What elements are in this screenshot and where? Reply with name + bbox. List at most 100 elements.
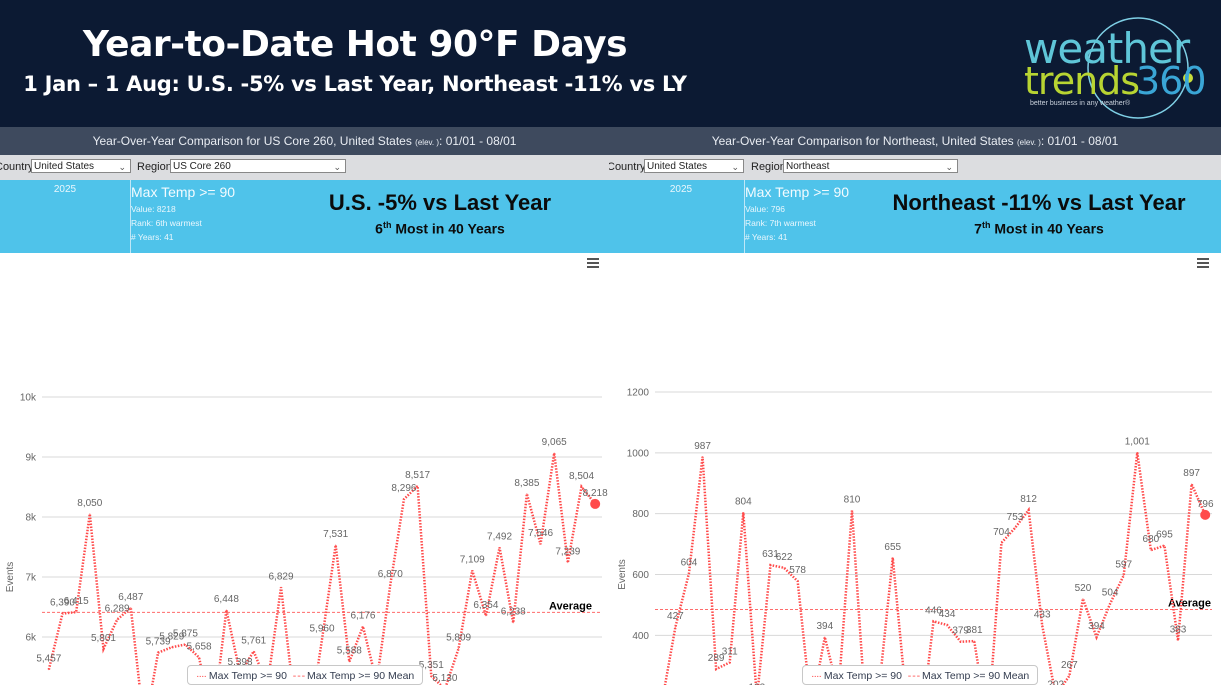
- data-point: [1191, 483, 1193, 485]
- metric-years: # Years: 41: [745, 232, 788, 242]
- region-select[interactable]: Northeast ⌄: [783, 159, 958, 173]
- data-label: 6,354: [473, 600, 498, 611]
- data-point: [471, 569, 473, 571]
- data-point: [769, 564, 771, 566]
- data-point: [1014, 527, 1016, 529]
- data-point: [417, 485, 419, 487]
- data-point: [1163, 545, 1165, 547]
- data-point: [797, 580, 799, 582]
- data-label: 753: [1007, 512, 1024, 523]
- data-label: 8,050: [77, 498, 102, 509]
- data-label: 267: [1061, 660, 1078, 671]
- data-label: 6,487: [118, 592, 143, 603]
- legend-item-series[interactable]: ···· Max Temp >= 90: [811, 670, 902, 682]
- data-label: 8,296: [391, 483, 416, 494]
- data-label: 6,390: [50, 598, 75, 609]
- y-tick-label: 6k: [25, 633, 37, 644]
- headline: U.S. -5% vs Last Year: [328, 190, 552, 215]
- data-point: [933, 620, 934, 622]
- data-point: [1177, 640, 1179, 642]
- data-label: 6,829: [269, 571, 294, 582]
- data-label: 504: [1102, 588, 1119, 599]
- data-point: [102, 648, 104, 650]
- data-point: [783, 567, 785, 569]
- region-select[interactable]: US Core 260 ⌄: [170, 159, 346, 173]
- y-tick-label: 600: [632, 570, 649, 581]
- chart-legend: ···· Max Temp >= 90 - - - Max Temp >= 90…: [187, 665, 424, 685]
- data-point: [715, 668, 717, 670]
- data-label: 5,960: [309, 623, 334, 634]
- data-point: [1082, 598, 1084, 600]
- headline-sub: 6th Most in 40 Years: [375, 220, 505, 237]
- data-point: [171, 646, 173, 648]
- data-point: [688, 572, 690, 574]
- y-axis-label: Events: [5, 562, 16, 593]
- y-tick-label: 800: [632, 509, 649, 520]
- data-point: [526, 493, 528, 495]
- data-label: 7,531: [323, 529, 348, 540]
- data-point: [567, 562, 569, 564]
- region-label: Region:: [751, 161, 789, 173]
- y-axis-label: Events: [617, 559, 628, 590]
- chevron-down-icon: ⌄: [731, 162, 739, 172]
- line-chart-us: 4k5k6k7k8k9k10kEvents1985198619871988198…: [5, 393, 608, 685]
- data-label: 311: [722, 646, 738, 657]
- y-tick-label: 8k: [25, 513, 37, 524]
- data-point: [1150, 549, 1152, 551]
- data-point: [130, 607, 132, 609]
- average-annotation: Average: [1168, 597, 1211, 609]
- legend-item-series[interactable]: ···· Max Temp >= 90: [196, 670, 287, 682]
- series-line: [47, 452, 597, 685]
- data-label: 5,130: [432, 673, 457, 684]
- data-label: 5,761: [241, 635, 266, 646]
- panel-title: Year-Over-Year Comparison for US Core 26…: [0, 127, 609, 155]
- data-label: 655: [884, 542, 901, 553]
- metric-rank: Rank: 6th warmest: [131, 218, 202, 228]
- data-label: 631: [762, 549, 779, 560]
- data-label: 5,739: [146, 637, 171, 648]
- metric-name: Max Temp >= 90: [131, 184, 236, 200]
- data-point: [1028, 509, 1030, 511]
- legend-item-mean[interactable]: - - - Max Temp >= 90 Mean: [907, 670, 1030, 682]
- chevron-down-icon: ⌄: [333, 162, 341, 172]
- legend-item-mean[interactable]: - - - Max Temp >= 90 Mean: [292, 670, 415, 682]
- logo-ring-icon: [1087, 17, 1193, 119]
- region-label: Region:: [137, 161, 175, 173]
- chart-menu-icon[interactable]: [587, 258, 599, 268]
- data-label: 520: [1075, 583, 1092, 594]
- data-label: 6,238: [501, 607, 526, 618]
- panel-northeast: Year-Over-Year Comparison for Northeast,…: [609, 127, 1221, 685]
- data-point: [389, 584, 391, 586]
- data-label: 597: [1115, 559, 1132, 570]
- data-label: 5,801: [91, 633, 116, 644]
- info-banner: 2025 Max Temp >= 90 Value: 8218 Rank: 6t…: [0, 180, 609, 253]
- data-label: 289: [708, 653, 725, 664]
- metric-value: Value: 8218: [131, 204, 176, 214]
- country-select[interactable]: United States ⌄: [31, 159, 131, 173]
- data-point: [348, 661, 350, 663]
- data-label: 796: [1197, 499, 1214, 510]
- data-label: 7,239: [555, 547, 580, 558]
- y-tick-label: 1000: [627, 448, 650, 459]
- data-point: [581, 486, 583, 488]
- data-point: [253, 650, 255, 652]
- selector-bar: Country: United States ⌄ Region: US Core…: [0, 155, 609, 180]
- data-label: 6,870: [378, 569, 403, 580]
- data-label: 394: [816, 621, 833, 632]
- data-point: [89, 513, 91, 515]
- data-point: [499, 546, 501, 548]
- data-point: [403, 498, 405, 500]
- metric-name: Max Temp >= 90: [745, 184, 850, 200]
- data-label: 383: [1170, 625, 1187, 636]
- data-point: [729, 661, 731, 663]
- data-label: 5,658: [187, 642, 212, 653]
- data-label: 5,588: [337, 646, 362, 657]
- year-label: 2025: [669, 184, 693, 195]
- data-point: [198, 657, 200, 659]
- country-select[interactable]: United States ⌄: [644, 159, 744, 173]
- chart-menu-icon[interactable]: [1197, 258, 1209, 268]
- panel-us-core: Year-Over-Year Comparison for US Core 26…: [0, 127, 609, 685]
- logo-word-trends: trends: [1024, 59, 1140, 103]
- data-point: [1109, 603, 1111, 605]
- y-tick-label: 400: [632, 631, 649, 642]
